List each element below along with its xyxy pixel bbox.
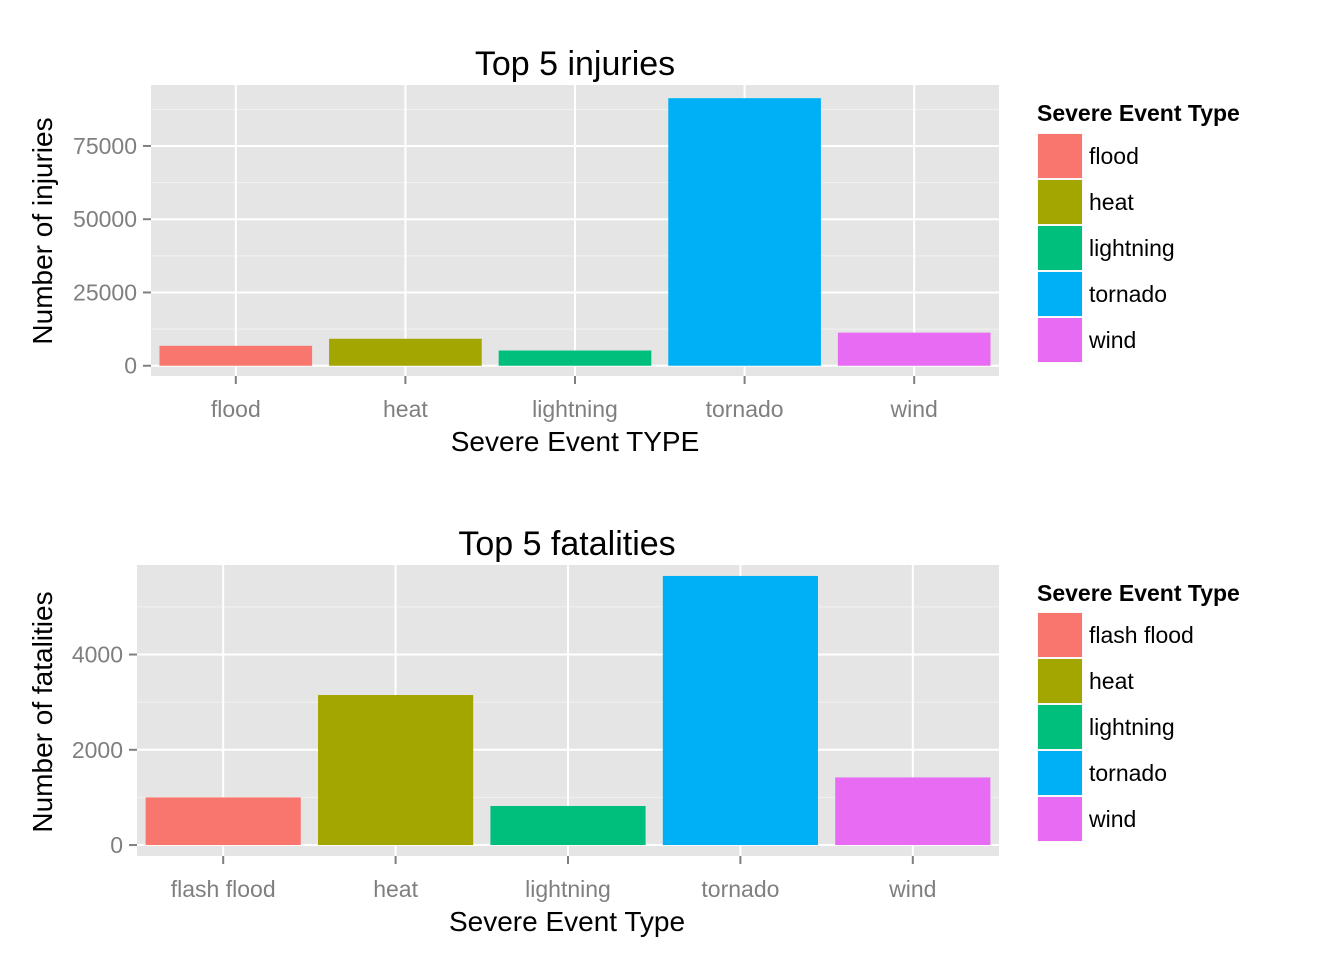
bar: [490, 805, 646, 846]
legend-label: lightning: [1089, 235, 1175, 261]
legend: Severe Event Type flash flood heat lightni…: [1036, 580, 1240, 843]
legend-swatch: [1038, 180, 1082, 224]
injuries-chart: Top 5 injuries 0 25000 50000 75000 flood hea…: [27, 45, 1240, 457]
x-tick-label: tornado: [706, 396, 784, 422]
y-axis: 0 25000 50000 75000: [73, 133, 151, 379]
x-axis-title: Severe Event Type: [449, 906, 685, 937]
chart-title: Top 5 fatalities: [458, 525, 675, 563]
gridlines: [151, 85, 999, 376]
x-tick-label: wind: [888, 876, 936, 902]
x-tick-label: lightning: [525, 876, 611, 902]
legend-label: wind: [1088, 327, 1136, 353]
legend-label: tornado: [1089, 281, 1167, 307]
bar: [318, 695, 474, 846]
y-tick-label: 75000: [73, 133, 137, 159]
bar: [668, 98, 821, 366]
x-tick-label: heat: [383, 396, 428, 422]
bar: [498, 350, 652, 366]
bar: [837, 332, 991, 366]
legend-label: heat: [1089, 189, 1134, 215]
legend-swatch: [1038, 613, 1082, 657]
y-tick-label: 50000: [73, 206, 137, 232]
legend-swatch: [1038, 797, 1082, 841]
legend-label: tornado: [1089, 760, 1167, 786]
y-axis-title: Number of injuries: [27, 117, 58, 344]
legend-title: Severe Event Type: [1037, 580, 1240, 606]
y-tick-label: 25000: [73, 279, 137, 305]
legend-label: lightning: [1089, 714, 1175, 740]
legend-title: Severe Event Type: [1037, 100, 1240, 126]
legend-swatch: [1038, 226, 1082, 270]
legend: Severe Event Type flood heat lightning torn…: [1036, 100, 1240, 364]
x-tick-label: heat: [373, 876, 418, 902]
y-tick-label: 2000: [72, 737, 123, 763]
bars: [145, 575, 991, 846]
y-axis: 0 2000 4000: [72, 642, 137, 858]
legend-label: wind: [1088, 806, 1136, 832]
x-tick-label: flood: [211, 396, 261, 422]
fatalities-chart: Top 5 fatalities 0 2000 4000 flash flood he…: [27, 525, 1240, 937]
legend-swatch: [1038, 705, 1082, 749]
bar: [329, 338, 482, 366]
legend-swatch: [1038, 272, 1082, 316]
x-tick-label: wind: [890, 396, 938, 422]
bar: [159, 345, 313, 366]
x-tick-label: flash flood: [171, 876, 276, 902]
x-axis: flash flood heat lightning tornado wind: [171, 856, 936, 902]
y-axis-title: Number of fatalities: [27, 591, 58, 832]
bar: [145, 797, 301, 846]
bars: [159, 98, 991, 366]
y-tick-label: 0: [110, 832, 123, 858]
legend-swatch: [1038, 751, 1082, 795]
y-tick-label: 0: [124, 353, 137, 379]
x-tick-label: tornado: [701, 876, 779, 902]
chart-title: Top 5 injuries: [475, 45, 675, 83]
x-tick-label: lightning: [532, 396, 618, 422]
legend-label: heat: [1089, 668, 1134, 694]
legend-swatch: [1038, 134, 1082, 178]
legend-swatch: [1038, 659, 1082, 703]
y-tick-label: 4000: [72, 642, 123, 668]
bar: [662, 575, 818, 846]
x-axis-title: Severe Event TYPE: [451, 426, 700, 457]
legend-label: flash flood: [1089, 622, 1194, 648]
bar: [835, 777, 991, 846]
x-axis: flood heat lightning tornado wind: [211, 376, 938, 422]
legend-label: flood: [1089, 143, 1139, 169]
legend-swatch: [1038, 318, 1082, 362]
